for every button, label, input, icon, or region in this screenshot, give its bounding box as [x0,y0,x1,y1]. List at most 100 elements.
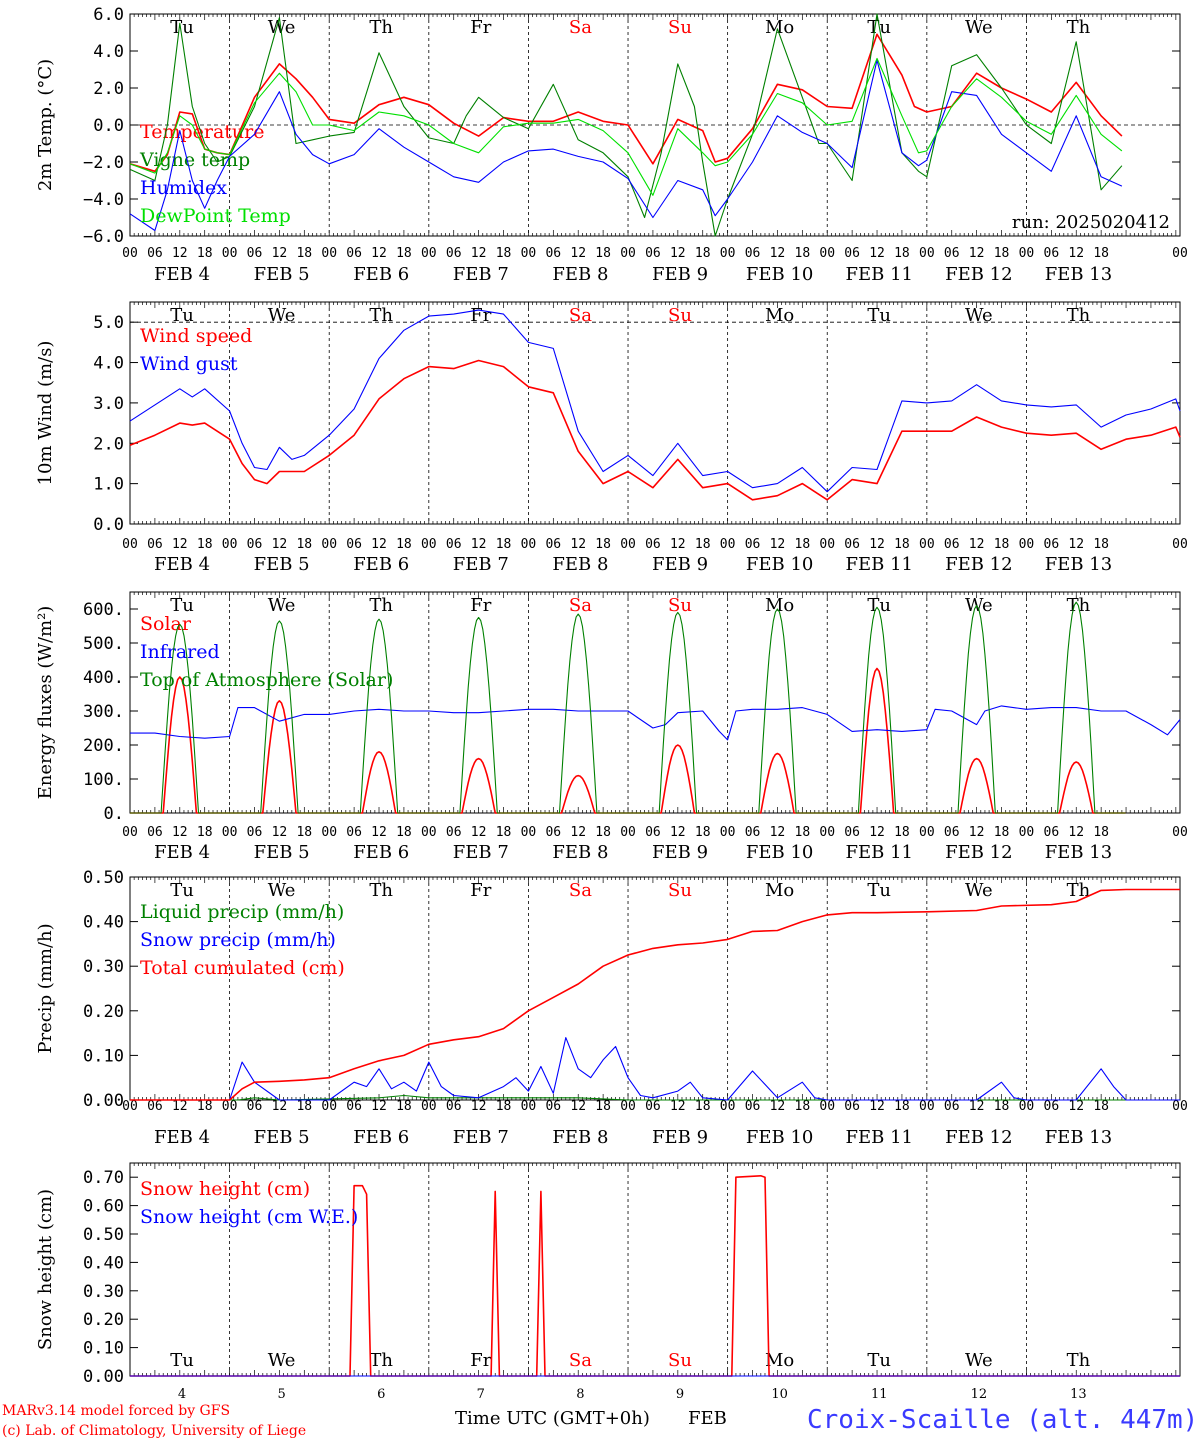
hour-label: 00 [919,246,935,261]
hour-label: 18 [296,246,312,261]
date-label: FEB 10 [746,264,813,285]
day-label: Sa [569,595,592,616]
y-tick-label: 4.0 [93,354,124,374]
legend-entry: Wind gust [140,353,238,375]
hour-label: 00 [1019,246,1035,261]
hour-label: 06 [545,825,561,840]
date-label: FEB 9 [652,1127,708,1148]
day-label: We [965,595,993,616]
y-tick-label: 0.20 [83,1002,124,1022]
hour-label: 18 [1093,1099,1109,1114]
hour-label: 18 [595,825,611,840]
day-label: Tu [170,595,194,616]
legend-entry: Snow height (cm W.E.) [140,1206,358,1228]
panel-snow: 0.00 0.10 0.20 0.30 0.40 0.50 0.60 0.70 Snow hei… [35,1162,1181,1402]
hour-label: 06 [944,537,960,552]
day-label: Tu [170,880,194,901]
hour-label: 00 [620,825,636,840]
hour-label: 00 [1172,825,1188,840]
panel-frame [129,301,1181,525]
y-tick-label: 4.0 [93,42,124,62]
hour-label: 06 [1044,246,1060,261]
hour-label: 00 [521,246,537,261]
hour-label: 18 [1093,825,1109,840]
hour-label: 18 [396,1099,412,1114]
date-label: FEB 8 [552,842,608,863]
hour-label: 18 [894,537,910,552]
y-tick-label: 0.30 [83,957,124,977]
date-label: FEB 4 [154,1127,210,1148]
date-label: FEB 11 [845,842,912,863]
hour-label: 06 [645,1099,661,1114]
series-wind-speed [129,359,1181,501]
hour-label: 00 [521,1099,537,1114]
hour-label: 12 [770,537,786,552]
day-label: We [965,305,993,326]
hour-label: 00 [421,246,437,261]
date-label: FEB 12 [945,1127,1012,1148]
day-label: We [965,1350,993,1371]
date-label: FEB 5 [254,842,310,863]
series-top-of-atmosphere-solar- [130,601,1126,814]
date-label: FEB 7 [453,842,509,863]
date-number-label: 12 [971,1387,988,1402]
hour-label: 06 [844,537,860,552]
hour-label: 06 [844,825,860,840]
hour-label: 18 [296,1099,312,1114]
hour-label: 06 [645,825,661,840]
day-label: Th [1067,880,1091,901]
series-vigne-temp [129,13,1123,237]
hour-label: 06 [346,246,362,261]
hour-label: 06 [446,825,462,840]
y-tick-label: 200. [83,736,124,756]
date-label: FEB 7 [453,554,509,575]
y-axis-label: 10m Wind (m/s) [35,341,56,486]
hour-label: 12 [172,246,188,261]
hour-label: 18 [296,825,312,840]
hour-label: 18 [1093,537,1109,552]
date-label: FEB 5 [254,554,310,575]
hour-label: 18 [994,246,1010,261]
legend-entry: Top of Atmosphere (Solar) [140,669,393,691]
hour-label: 12 [172,825,188,840]
hour-label: 12 [272,246,288,261]
hour-label: 12 [670,1099,686,1114]
footer-axis-title: Time UTC (GMT+0h) [455,1408,650,1429]
y-tick-label: 0.20 [83,1310,124,1330]
hour-label: 12 [471,1099,487,1114]
y-tick-label: 2.0 [93,79,124,99]
hour-label: 06 [346,825,362,840]
hour-label: 12 [770,825,786,840]
date-label: FEB 9 [652,842,708,863]
hour-label: 06 [1044,537,1060,552]
hour-label: 18 [496,246,512,261]
date-label: FEB 6 [353,1127,409,1148]
hour-label: 18 [994,1099,1010,1114]
y-tick-label: 5.0 [93,313,124,333]
hour-label: 06 [346,537,362,552]
day-label: Su [668,880,692,901]
hour-label: 06 [645,246,661,261]
day-label: Tu [867,880,891,901]
hour-label: 18 [695,1099,711,1114]
date-label: FEB 10 [746,554,813,575]
y-tick-label: 0.50 [83,1225,124,1245]
legend-entry: Solar [140,613,192,635]
hour-label: 00 [919,537,935,552]
date-label: FEB 12 [945,842,1012,863]
hour-label: 18 [496,537,512,552]
y-tick-label: −4.0 [83,190,124,210]
hour-label: 00 [819,1099,835,1114]
hour-label: 06 [446,246,462,261]
day-label: Fr [470,1350,491,1371]
hour-label: 06 [346,1099,362,1114]
day-label: We [268,595,296,616]
y-tick-label: 0.40 [83,1253,124,1273]
hour-label: 18 [795,825,811,840]
date-label: FEB 7 [453,264,509,285]
day-label: Sa [569,305,592,326]
hour-label: 12 [969,246,985,261]
hour-label: 00 [521,537,537,552]
panel-temp: −6.0 −4.0 −2.0 0.0 2.0 4.0 6.0 2m Temp. (°C) Tu W… [35,5,1188,285]
panel-energy: 0. 100. 200. 300. 400. 500. 600. Energy fluxes … [35,591,1188,863]
